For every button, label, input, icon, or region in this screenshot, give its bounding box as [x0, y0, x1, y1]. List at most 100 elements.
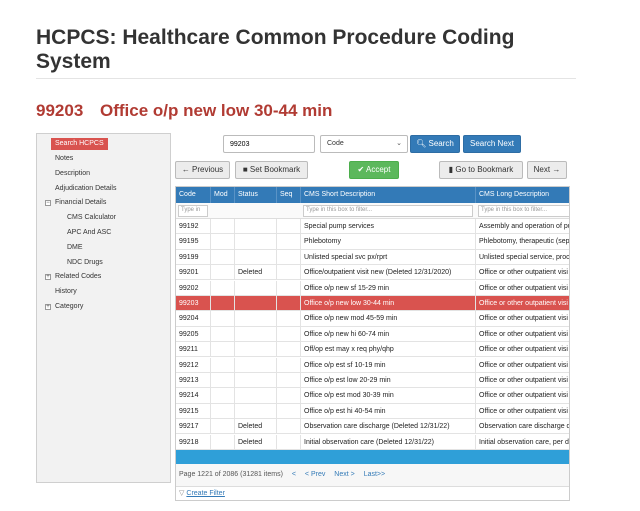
pager: Page 1221 of 2086 (31281 items) < < Prev…: [176, 464, 569, 486]
table-row[interactable]: 99217 Deleted Observation care discharge (…: [176, 419, 569, 435]
expand-icon[interactable]: +: [45, 304, 51, 310]
sidebar-item-dme[interactable]: DME: [67, 244, 83, 251]
cell-status: [235, 249, 277, 265]
table-row[interactable]: 99211 Off/op est may x req phy/qhp Office …: [176, 342, 569, 358]
cell-code: 99205: [176, 326, 211, 342]
results-grid: Code Mod Status Seq CMS Short Descriptio…: [175, 186, 570, 501]
set-bookmark-button[interactable]: ■ Set Bookmark: [235, 161, 308, 179]
cell-seq: [277, 249, 301, 265]
sidebar-item-adjudication-details[interactable]: Adjudication Details: [55, 185, 117, 192]
sidebar-item-history[interactable]: History: [55, 288, 77, 295]
table-row[interactable]: 99192 Special pump services Assembly and o…: [176, 219, 569, 235]
save-icon: ■: [242, 165, 248, 174]
go-to-bookmark-label: Go to Bookmark: [455, 165, 514, 174]
table-row[interactable]: 99204 Office o/p new mod 45-59 min Office …: [176, 311, 569, 327]
cell-short-description: Office o/p new mod 45-59 min: [301, 311, 476, 327]
column-header-status[interactable]: Status: [235, 187, 277, 203]
cell-long-description: Office or other outpatient visi: [476, 311, 569, 326]
accept-label: Accept: [366, 165, 391, 174]
table-row[interactable]: 99202 Office o/p new sf 15-29 min Office o…: [176, 280, 569, 296]
column-header-mod[interactable]: Mod: [211, 187, 235, 203]
cell-code: 99213: [176, 373, 211, 388]
column-header-long-description[interactable]: CMS Long Description: [479, 191, 550, 198]
code-filter-input[interactable]: Type in: [178, 205, 208, 217]
search-field-selected: Code: [327, 140, 344, 147]
grid-header: Code Mod Status Seq CMS Short Descriptio…: [176, 187, 569, 203]
cell-seq: [277, 296, 301, 311]
cell-mod: [211, 403, 235, 419]
page-title: HCPCS: Healthcare Common Procedure Codin…: [36, 26, 515, 73]
cell-short-description: Office o/p new low 30-44 min: [301, 296, 476, 311]
pager-info: Page 1221 of 2086 (31281 items): [179, 471, 283, 478]
cell-seq: [277, 326, 301, 342]
cell-code: 99201: [176, 265, 211, 281]
cell-seq: [277, 373, 301, 388]
search-input[interactable]: [223, 135, 315, 153]
column-header-short-description[interactable]: CMS Short Description: [301, 187, 476, 203]
search-button-label: Search: [428, 139, 454, 148]
cell-short-description: Off/op est may x req phy/qhp: [301, 342, 476, 358]
accept-button[interactable]: ✔ Accept: [349, 161, 399, 179]
cell-code: 99195: [176, 234, 211, 250]
short-description-filter-input[interactable]: Type in this box to filter...: [303, 205, 473, 217]
sidebar: Search HCPCS Notes Description Adjudicat…: [36, 133, 171, 483]
pager-prev-link[interactable]: < Prev: [304, 471, 326, 478]
pager-first-link[interactable]: <: [291, 471, 296, 478]
long-description-filter-input[interactable]: Type in this box to filter...: [478, 205, 569, 217]
cell-mod: [211, 342, 235, 358]
column-header-code[interactable]: Code: [176, 187, 211, 203]
go-to-bookmark-button[interactable]: ▮ Go to Bookmark: [439, 161, 523, 179]
cell-code: 99211: [176, 342, 211, 358]
search-next-button[interactable]: Search Next: [463, 135, 521, 153]
pager-next-link[interactable]: Next >: [334, 471, 355, 478]
cell-short-description: Unlisted special svc px/rprt: [301, 249, 476, 265]
table-row[interactable]: 99218 Deleted Initial observation care (De…: [176, 434, 569, 450]
cell-status: [235, 296, 277, 311]
table-row[interactable]: 99201 Deleted Office/outpatient visit new …: [176, 265, 569, 281]
sidebar-item-category[interactable]: Category: [55, 303, 84, 310]
cell-mod: [211, 234, 235, 250]
sidebar-item-description[interactable]: Description: [55, 170, 91, 177]
expand-icon[interactable]: +: [45, 274, 51, 280]
table-row[interactable]: 99214 Office o/p est mod 30-39 min Office …: [176, 388, 569, 404]
table-row[interactable]: 99203 Office o/p new low 30-44 min Office …: [176, 296, 569, 312]
sidebar-item-cms-calculator[interactable]: CMS Calculator: [67, 214, 117, 221]
table-row[interactable]: 99205 Office o/p new hi 60-74 min Office o…: [176, 326, 569, 342]
search-button[interactable]: 🔍︎ Search: [410, 135, 460, 153]
sidebar-item-apc-and-asc[interactable]: APC And ASC: [67, 229, 112, 236]
cell-seq: [277, 265, 301, 281]
cell-seq: [277, 342, 301, 358]
cell-short-description: Phlebotomy: [301, 234, 476, 250]
cell-code: 99199: [176, 249, 211, 265]
cell-seq: [277, 311, 301, 327]
sidebar-item-search-hcpcs[interactable]: Search HCPCS: [51, 138, 108, 150]
filter-icon: ▽: [179, 490, 185, 497]
cell-short-description: Office o/p new sf 15-29 min: [301, 280, 476, 296]
cell-long-description: Unlisted special service, proce: [476, 250, 569, 265]
pager-last-link[interactable]: Last>>: [363, 471, 386, 478]
table-row[interactable]: 99199 Unlisted special svc px/rprt Unliste…: [176, 249, 569, 265]
cell-status: [235, 403, 277, 419]
sidebar-item-financial-details[interactable]: Financial Details: [55, 199, 107, 206]
collapse-icon[interactable]: −: [45, 200, 51, 206]
create-filter-link[interactable]: Create Filter: [186, 490, 225, 497]
sidebar-item-ndc-drugs[interactable]: NDC Drugs: [67, 259, 103, 266]
cell-long-description: Assembly and operation of pu: [476, 219, 569, 234]
next-button[interactable]: Next →: [527, 161, 567, 179]
table-row[interactable]: 99195 Phlebotomy Phlebotomy, therapeutic (…: [176, 234, 569, 250]
table-row[interactable]: 99215 Office o/p est hi 40-54 min Office o…: [176, 403, 569, 419]
sidebar-item-related-codes[interactable]: Related Codes: [55, 273, 102, 280]
search-field-select[interactable]: Code ⌄: [320, 135, 408, 153]
cell-long-description: Office or other outpatient visi: [476, 281, 569, 296]
cell-status: [235, 311, 277, 327]
title-divider: [36, 78, 576, 79]
cell-short-description: Office o/p est low 20-29 min: [301, 373, 476, 388]
sidebar-item-notes[interactable]: Notes: [55, 155, 74, 162]
table-row[interactable]: 99213 Office o/p est low 20-29 min Office …: [176, 373, 569, 389]
previous-button[interactable]: ← Previous: [175, 161, 230, 179]
cell-short-description: Office o/p est mod 30-39 min: [301, 388, 476, 404]
column-header-seq[interactable]: Seq: [277, 187, 301, 203]
code-number: 99203: [36, 101, 84, 120]
table-row[interactable]: 99212 Office o/p est sf 10-19 min Office o…: [176, 357, 569, 373]
cell-mod: [211, 326, 235, 342]
